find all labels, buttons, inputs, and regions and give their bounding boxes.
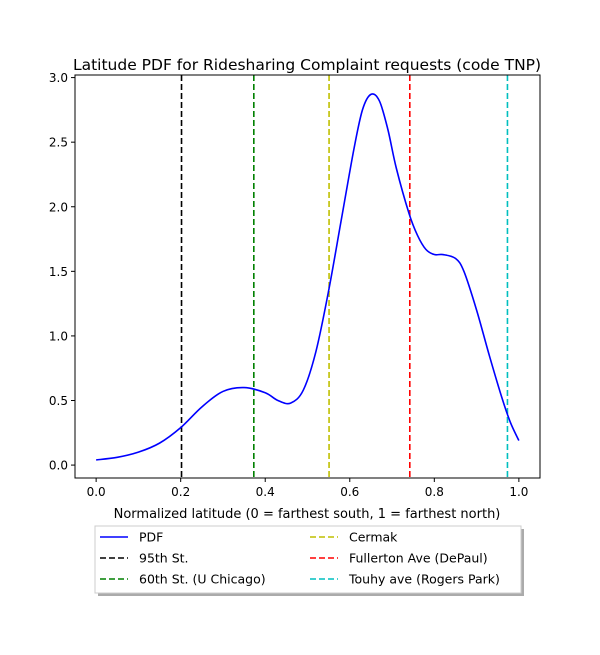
x-tick-label: 0.6: [340, 485, 359, 499]
legend-box: [94, 525, 522, 594]
y-tick-label: 1.0: [49, 329, 68, 343]
series-lines: [96, 93, 520, 461]
x-axis-label: Normalized latitude (0 = farthest south,…: [114, 507, 501, 522]
x-axis: 0.0 0.2 0.4 0.6 0.8 1.0: [87, 478, 528, 499]
legend-label: Touhy ave (Rogers Park): [348, 572, 500, 587]
plot-frame: [74, 74, 541, 479]
y-tick-label: 2.5: [49, 136, 68, 150]
y-tick-label: 0.0: [49, 459, 68, 473]
x-tick-label: 1.0: [509, 485, 528, 499]
legend-label: 60th St. (U Chicago): [139, 572, 266, 587]
legend-label: 95th St.: [139, 551, 189, 566]
x-tick-label: 0.0: [87, 485, 106, 499]
x-tick-label: 0.4: [256, 485, 275, 499]
y-axis: 0.0 0.5 1.0 1.5 2.0 2.5 3.0: [49, 71, 75, 473]
legend: PDF 95th St. 60th St. (U Chicago) Cermak Ful…: [94, 525, 524, 596]
y-tick-label: 0.5: [49, 394, 68, 408]
legend-label: PDF: [139, 530, 163, 545]
legend-label: Fullerton Ave (DePaul): [349, 551, 488, 566]
reference-lines: [180, 75, 509, 478]
chart-title: Latitude PDF for Ridesharing Complaint r…: [73, 56, 541, 74]
x-tick-label: 0.8: [425, 485, 444, 499]
y-tick-label: 1.5: [49, 265, 68, 279]
series-line-pdf: [96, 93, 520, 461]
legend-label: Cermak: [349, 530, 398, 545]
y-tick-label: 2.0: [49, 200, 68, 214]
x-tick-label: 0.2: [171, 485, 190, 499]
y-tick-label: 3.0: [49, 71, 68, 85]
